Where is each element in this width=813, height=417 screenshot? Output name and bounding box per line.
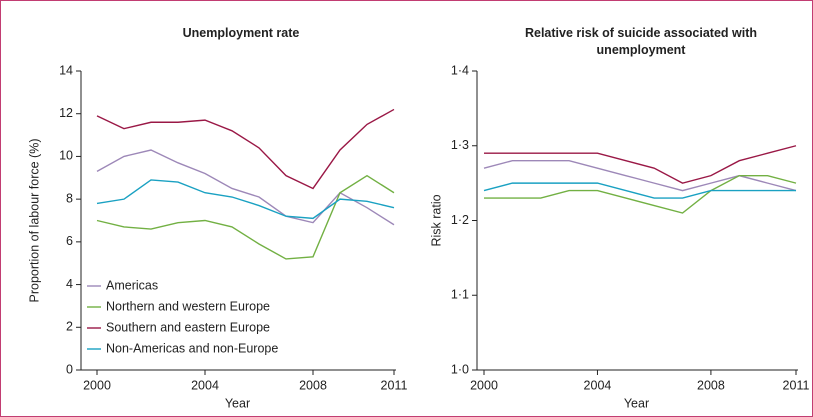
series-line [483, 160, 797, 192]
y-tick-label: 8 [66, 191, 73, 205]
y-tick-label: 1·2 [451, 213, 469, 227]
legend-label: Northern and western Europe [106, 299, 270, 313]
y-tick-label: 12 [59, 106, 73, 120]
y-tick-label: 1·3 [451, 138, 469, 152]
x-tick-label: 2000 [83, 378, 111, 392]
x-tick-label: 2008 [299, 378, 327, 392]
x-tick-label: 2004 [584, 378, 612, 392]
y-axis-label: Proportion of labour force (%) [27, 139, 41, 303]
legend-label: Americas [106, 278, 158, 292]
y-tick-label: 6 [66, 234, 73, 248]
y-tick-label: 1·4 [451, 63, 469, 77]
x-axis-label: Year [624, 396, 649, 410]
y-tick-label: 4 [66, 277, 73, 291]
series-line [484, 145, 797, 184]
series-line [96, 108, 395, 190]
y-tick-label: 1·1 [451, 288, 469, 302]
y-tick-label: 14 [59, 63, 73, 77]
series-line [483, 182, 796, 199]
legend-label: Southern and eastern Europe [106, 320, 270, 334]
series-line [484, 174, 797, 214]
x-tick-label: 2004 [191, 378, 219, 392]
y-tick-label: 1·0 [451, 362, 469, 376]
x-tick-label: 2011 [783, 378, 810, 392]
y-tick-label: 2 [66, 320, 73, 334]
series-line [96, 179, 395, 220]
chart-title: Unemployment rate [182, 26, 300, 40]
y-axis-label: Risk ratio [429, 194, 443, 246]
chart-title: Relative risk of suicide associated with… [524, 26, 758, 57]
series-line [96, 174, 395, 260]
y-tick-label: 10 [59, 149, 73, 163]
x-tick-label: 2000 [470, 378, 498, 392]
x-tick-label: 2011 [381, 378, 408, 392]
y-tick-label: 0 [66, 362, 73, 376]
x-axis-label: Year [225, 396, 250, 410]
series-line [96, 149, 395, 226]
x-tick-label: 2008 [697, 378, 725, 392]
legend-label: Non-Americas and non-Europe [106, 341, 278, 355]
